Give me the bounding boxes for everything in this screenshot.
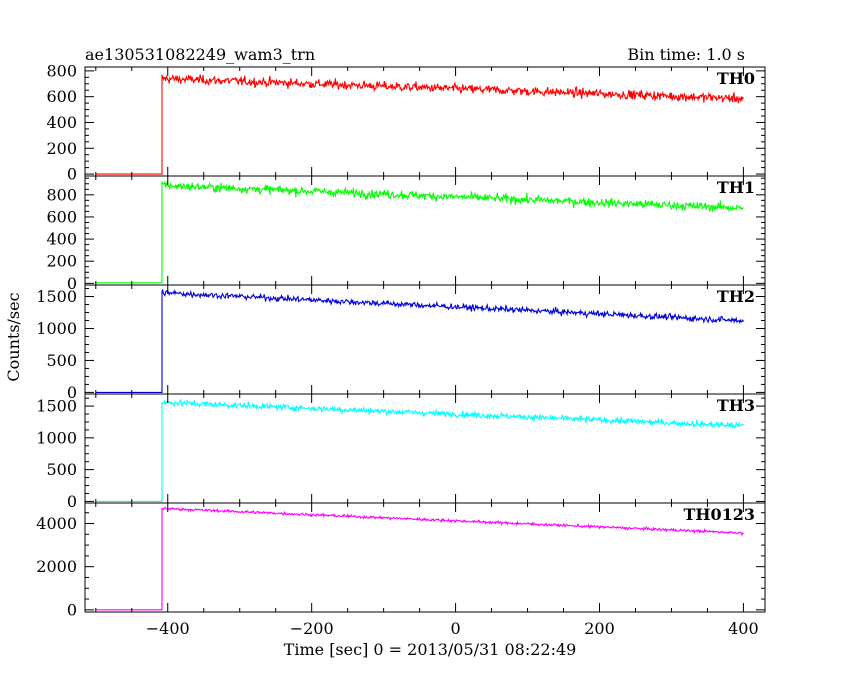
y-tick-label: 200 xyxy=(46,252,77,271)
y-tick-label: 1500 xyxy=(36,397,77,416)
y-tick-label: 4000 xyxy=(36,514,77,533)
panel-frame xyxy=(84,66,766,177)
x-tick-label: 200 xyxy=(584,619,615,638)
series-label-th1: TH1 xyxy=(717,178,755,197)
chart-title: ae130531082249_wam3_trn xyxy=(85,45,315,64)
y-tick-label: 0 xyxy=(67,165,77,184)
y-tick-label: 0 xyxy=(67,492,77,511)
y-tick-label: 200 xyxy=(46,139,77,158)
y-tick-label: 600 xyxy=(46,87,77,106)
series-line-th2 xyxy=(95,288,744,393)
panel-frame xyxy=(84,175,766,286)
panel-th0123: 0 2000 4000 TH0123 xyxy=(36,502,766,619)
panel-frame xyxy=(84,393,766,504)
panel-th3: 0 500 1000 1500 TH3 xyxy=(36,393,766,511)
y-tick-label: 600 xyxy=(46,207,77,226)
y-axis-label: Counts/sec xyxy=(4,292,23,381)
x-axis-label: Time [sec] 0 = 2013/05/31 08:22:49 xyxy=(284,640,577,659)
series-line-th1 xyxy=(95,179,744,284)
y-tick-label: 1500 xyxy=(36,287,77,306)
series-label-th2: TH2 xyxy=(717,287,755,306)
x-tick-label: 400 xyxy=(728,619,759,638)
y-tick-label: 800 xyxy=(46,61,77,80)
x-tick-label: −400 xyxy=(146,619,190,638)
series-line-th0123 xyxy=(95,507,744,611)
y-tick-label: 1000 xyxy=(36,319,77,338)
x-tick-label: −200 xyxy=(290,619,334,638)
bin-time-label: Bin time: 1.0 s xyxy=(627,45,745,64)
y-tick-label: 800 xyxy=(46,185,77,204)
series-label-th3: TH3 xyxy=(717,396,755,415)
y-tick-label: 0 xyxy=(67,383,77,402)
panel-th2: 0 500 1000 1500 TH2 xyxy=(36,284,766,402)
y-tick-label: 0 xyxy=(67,274,77,293)
x-axis: −400 −200 0 200 400 xyxy=(146,619,759,638)
series-label-th0: TH0 xyxy=(717,69,755,88)
y-tick-label: 1000 xyxy=(36,428,77,447)
panel-th1: 0 200 400 600 800 TH1 xyxy=(46,175,766,293)
y-tick-label: 2000 xyxy=(36,557,77,576)
y-tick-label: 0 xyxy=(67,600,77,619)
panel-frame xyxy=(84,502,766,613)
series-line-th0 xyxy=(95,73,744,175)
series-label-th0123: TH0123 xyxy=(683,505,755,524)
panels-group: 0 200 400 600 800 TH0 0 200 400 600 800 TH1 0 500 1000… xyxy=(36,61,766,619)
series-line-th3 xyxy=(95,398,744,502)
panel-th0: 0 200 400 600 800 TH0 xyxy=(46,61,766,184)
y-tick-label: 400 xyxy=(46,230,77,249)
panel-frame xyxy=(84,284,766,395)
y-tick-label: 500 xyxy=(46,351,77,370)
x-tick-label: 0 xyxy=(450,619,460,638)
y-tick-label: 400 xyxy=(46,113,77,132)
y-tick-label: 500 xyxy=(46,460,77,479)
